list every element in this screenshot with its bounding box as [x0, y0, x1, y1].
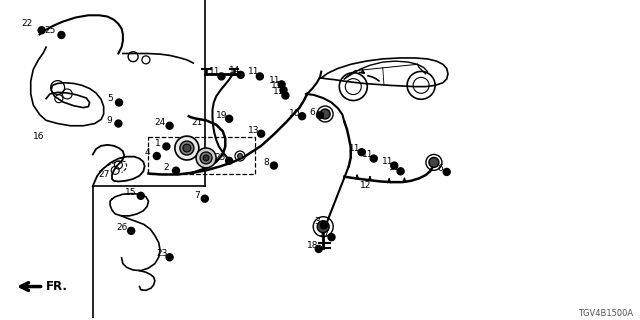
- Text: 13: 13: [248, 126, 259, 135]
- Circle shape: [299, 113, 305, 120]
- Circle shape: [358, 149, 365, 156]
- Text: 11: 11: [382, 157, 394, 166]
- Circle shape: [115, 120, 122, 127]
- Circle shape: [173, 167, 179, 174]
- Text: 17: 17: [319, 229, 331, 238]
- Circle shape: [321, 222, 327, 229]
- Circle shape: [271, 162, 277, 169]
- Text: 11: 11: [388, 163, 400, 172]
- Circle shape: [280, 87, 287, 93]
- Text: 26: 26: [116, 223, 127, 232]
- Text: 11: 11: [362, 150, 373, 159]
- Circle shape: [183, 144, 191, 152]
- Circle shape: [371, 155, 377, 162]
- Circle shape: [328, 234, 335, 241]
- Circle shape: [391, 162, 397, 169]
- Text: 5: 5: [108, 93, 113, 103]
- Text: 20: 20: [196, 156, 207, 166]
- Text: 14: 14: [228, 66, 240, 75]
- Text: 8: 8: [264, 158, 269, 167]
- Text: 10: 10: [289, 108, 300, 117]
- Circle shape: [128, 227, 134, 234]
- Text: 25: 25: [214, 153, 226, 163]
- Circle shape: [226, 115, 232, 122]
- Text: 3: 3: [315, 217, 320, 226]
- Circle shape: [138, 192, 144, 199]
- Text: 11: 11: [248, 68, 259, 76]
- Text: 11: 11: [269, 76, 281, 85]
- Circle shape: [163, 143, 170, 150]
- Text: 11: 11: [271, 82, 283, 91]
- Text: 11: 11: [209, 68, 221, 76]
- Circle shape: [317, 221, 329, 233]
- Circle shape: [175, 136, 199, 160]
- Text: 25: 25: [44, 26, 56, 35]
- Text: 24: 24: [154, 118, 166, 127]
- Circle shape: [196, 148, 216, 168]
- Text: 16: 16: [33, 132, 44, 141]
- Circle shape: [258, 130, 264, 137]
- Text: 9: 9: [106, 116, 111, 125]
- Text: 19: 19: [216, 111, 227, 120]
- Circle shape: [237, 154, 243, 158]
- Text: 1: 1: [155, 139, 160, 148]
- Text: 18: 18: [307, 241, 318, 250]
- Text: 11: 11: [349, 144, 361, 153]
- Text: 22: 22: [21, 20, 33, 28]
- Text: 21: 21: [191, 118, 203, 127]
- Circle shape: [166, 122, 173, 129]
- Circle shape: [200, 152, 212, 164]
- Text: 7: 7: [195, 191, 200, 200]
- Circle shape: [38, 27, 45, 34]
- Circle shape: [180, 141, 194, 155]
- Text: 27: 27: [98, 170, 109, 179]
- Text: FR.: FR.: [46, 280, 68, 293]
- Text: 6: 6: [310, 108, 315, 116]
- Circle shape: [429, 157, 439, 167]
- Circle shape: [257, 73, 263, 80]
- Circle shape: [154, 153, 160, 159]
- Circle shape: [320, 109, 330, 119]
- Circle shape: [237, 71, 244, 78]
- Text: 12: 12: [360, 181, 372, 190]
- Circle shape: [202, 195, 208, 202]
- Circle shape: [317, 112, 323, 119]
- Circle shape: [203, 155, 209, 161]
- Text: 23: 23: [156, 249, 168, 258]
- Circle shape: [397, 168, 404, 175]
- Text: TGV4B1500A: TGV4B1500A: [579, 309, 634, 318]
- Text: 15: 15: [125, 188, 137, 197]
- Circle shape: [226, 157, 232, 164]
- Circle shape: [116, 99, 122, 106]
- Text: 6: 6: [438, 164, 443, 172]
- Circle shape: [444, 168, 450, 175]
- Text: 11: 11: [273, 87, 285, 96]
- Circle shape: [218, 73, 225, 80]
- Circle shape: [278, 81, 285, 88]
- Circle shape: [166, 254, 173, 261]
- Circle shape: [58, 32, 65, 38]
- Circle shape: [316, 245, 322, 252]
- Circle shape: [282, 92, 289, 99]
- Text: 4: 4: [145, 148, 150, 157]
- Text: 2: 2: [164, 163, 169, 172]
